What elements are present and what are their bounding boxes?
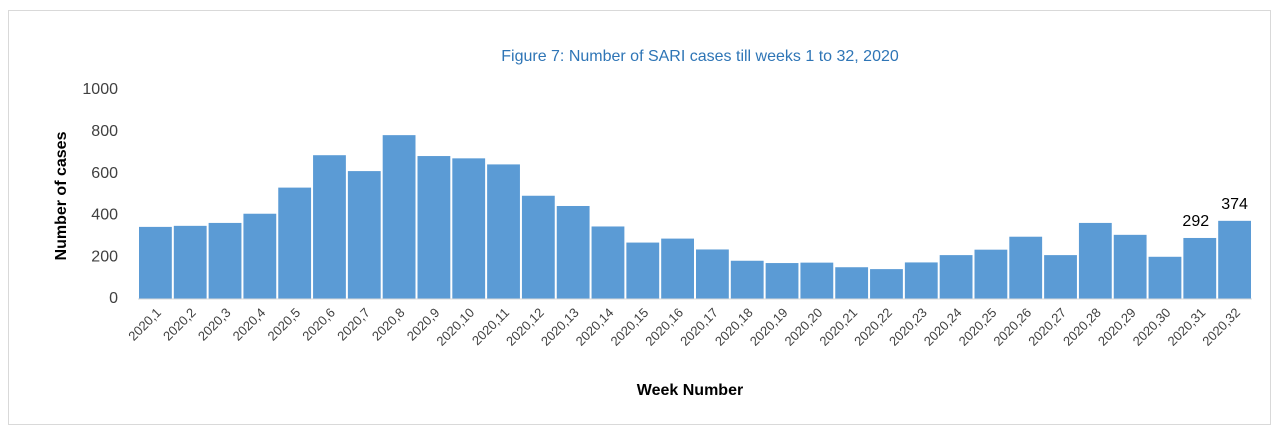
y-tick-label: 1000 bbox=[82, 81, 118, 98]
x-axis-label: Week Number bbox=[637, 382, 743, 399]
bar bbox=[452, 158, 486, 299]
bar bbox=[173, 225, 207, 299]
bar bbox=[591, 226, 625, 299]
bar bbox=[730, 260, 764, 299]
y-tick-label: 400 bbox=[91, 207, 118, 224]
bar bbox=[347, 171, 381, 299]
bar bbox=[313, 155, 346, 299]
bar bbox=[1113, 234, 1147, 299]
bar bbox=[208, 222, 242, 299]
bar bbox=[382, 135, 416, 299]
bar bbox=[939, 255, 973, 299]
bar bbox=[1183, 237, 1217, 299]
y-tick-label: 0 bbox=[109, 290, 118, 307]
chart-frame bbox=[8, 10, 1271, 425]
bar bbox=[765, 263, 799, 299]
bar bbox=[696, 249, 729, 299]
bar bbox=[1009, 236, 1043, 299]
bar bbox=[1044, 255, 1077, 299]
bar bbox=[417, 156, 451, 299]
bar bbox=[835, 267, 869, 299]
bar bbox=[1148, 256, 1182, 299]
bar bbox=[243, 213, 277, 299]
bar bbox=[278, 187, 312, 299]
bar bbox=[1078, 222, 1112, 299]
bar bbox=[1218, 220, 1251, 299]
bar bbox=[626, 242, 660, 299]
data-label: 374 bbox=[1221, 196, 1248, 213]
y-tick-label: 200 bbox=[91, 248, 118, 265]
y-axis-label: Number of cases bbox=[53, 131, 70, 260]
bar bbox=[556, 205, 590, 299]
bar bbox=[800, 262, 834, 299]
bar bbox=[904, 262, 938, 299]
bar bbox=[974, 249, 1008, 299]
y-tick-label: 600 bbox=[91, 165, 118, 182]
bar bbox=[487, 164, 520, 299]
bar bbox=[661, 238, 694, 299]
bar bbox=[521, 195, 555, 299]
bar bbox=[870, 269, 903, 299]
y-tick-label: 800 bbox=[91, 123, 118, 140]
chart-title: Figure 7: Number of SARI cases till week… bbox=[501, 48, 899, 65]
data-label: 292 bbox=[1182, 213, 1209, 230]
bar bbox=[139, 226, 172, 299]
